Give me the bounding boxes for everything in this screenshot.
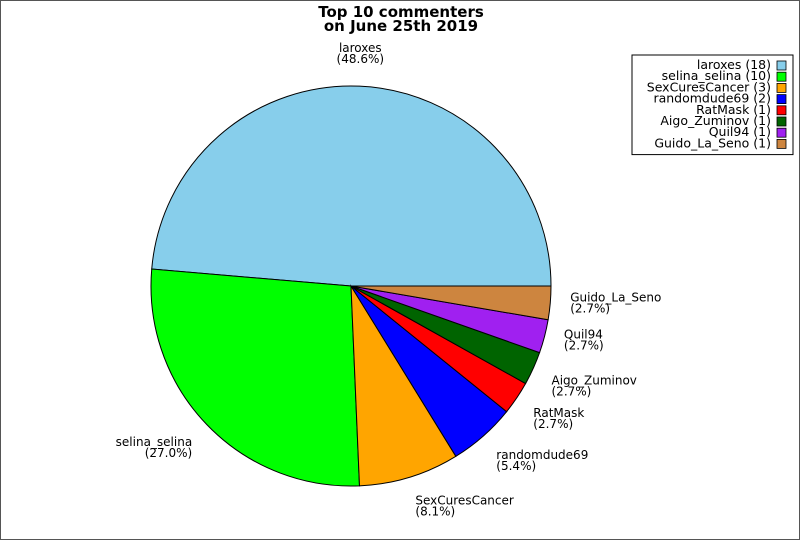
pie-slice-sexcurescancer — [350, 284, 457, 487]
slice-label-selina-selina: selina_selina — [116, 435, 193, 449]
slice-percent-ratmask: (2.7%) — [533, 417, 573, 431]
legend: laroxes (18)selina_selina (10)SexCuresCa… — [631, 54, 794, 156]
slice-percent-sexcurescancer: (8.1%) — [415, 504, 455, 518]
legend-swatch-laroxes — [776, 60, 787, 71]
slice-percent-guido-la-seno: (2.7%) — [570, 302, 610, 316]
legend-label-aigo-zuminov: Aigo_Zuminov (1) — [660, 113, 771, 128]
legend-label-sexcurescancer: SexCuresCancer (3) — [647, 79, 771, 94]
legend-label-selina-selina: selina_selina (10) — [662, 68, 771, 83]
legend-swatch-selina-selina — [776, 71, 787, 82]
pie-slice-selina-selina — [150, 268, 361, 487]
slice-label-quil94: Quil94 — [564, 327, 603, 341]
slice-percent-aigo-zuminov: (2.7%) — [552, 385, 592, 399]
slice-label-randomdude69: randomdude69 — [496, 448, 588, 462]
legend-swatch-sexcurescancer — [776, 83, 787, 93]
legend-label-guido-la-seno: Guido_La_Seno (1) — [654, 135, 771, 150]
chart-title-line-2: on June 25th 2019 — [324, 17, 478, 35]
pie-slices — [150, 85, 552, 487]
slice-label-guido-la-seno: Guido_La_Seno — [570, 291, 661, 305]
pie-slice-guido-la-seno — [350, 285, 552, 321]
slice-percent-quil94: (2.7%) — [564, 338, 604, 352]
slice-label-laroxes: laroxes — [339, 41, 382, 55]
legend-swatch-ratmask — [776, 105, 787, 116]
legend-label-randomdude69: randomdude69 (2) — [653, 91, 771, 106]
chart-title: Top 10 commenters on June 25th 2019 — [318, 3, 484, 35]
legend-swatch-randomdude69 — [776, 94, 787, 104]
legend-label-laroxes: laroxes (18) — [697, 57, 771, 72]
legend-label-quil94: Quil94 (1) — [709, 124, 771, 139]
slice-label-sexcurescancer: SexCuresCancer — [415, 493, 513, 507]
slice-percent-selina-selina: (27.0%) — [145, 446, 192, 460]
legend-box — [631, 54, 794, 156]
slice-labels: laroxes(48.6%) selina_selina(27.0%) SexCur… — [116, 41, 662, 518]
chart-title-line-1: Top 10 commenters — [318, 3, 484, 21]
slice-label-aigo-zuminov: Aigo_Zuminov — [552, 374, 637, 388]
legend-swatch-aigo-zuminov — [776, 116, 787, 127]
legend-swatch-quil94 — [776, 127, 787, 138]
legend-swatch-guido-la-seno — [776, 138, 787, 149]
legend-label-ratmask: RatMask (1) — [696, 102, 771, 117]
slice-label-ratmask: RatMask — [533, 406, 584, 420]
pie-slice-laroxes — [151, 85, 552, 287]
slice-percent-randomdude69: (5.4%) — [496, 459, 536, 473]
slice-percent-laroxes: (48.6%) — [337, 52, 384, 66]
